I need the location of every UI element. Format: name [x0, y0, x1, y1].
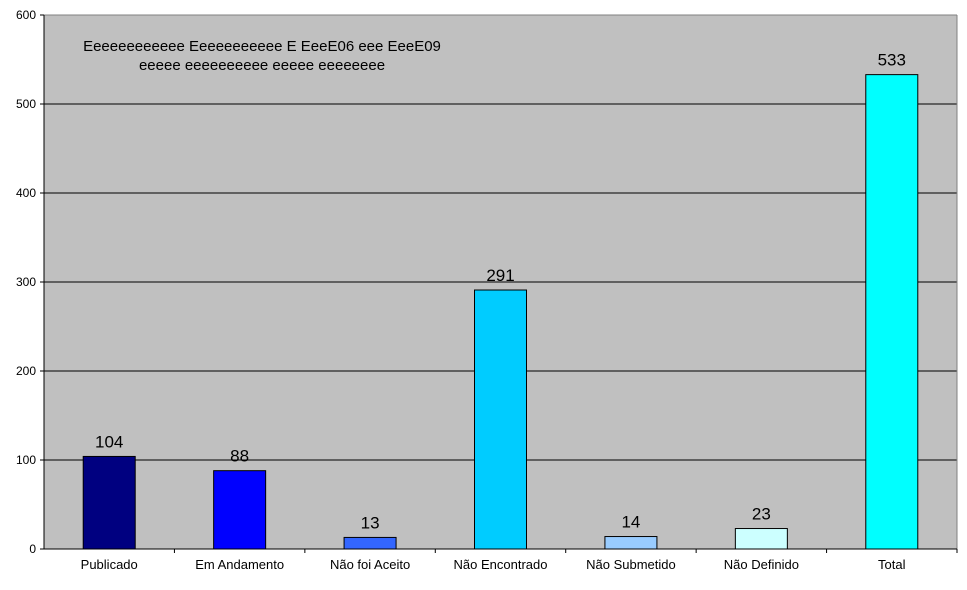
y-tick-label: 200: [16, 364, 36, 378]
category-label: Não Encontrado: [454, 557, 548, 572]
category-label: Total: [878, 557, 906, 572]
category-label: Não Definido: [724, 557, 799, 572]
bar: [865, 74, 919, 550]
category-label: Em Andamento: [195, 557, 284, 572]
bar: [343, 536, 397, 550]
bar: [213, 470, 267, 550]
bars: [82, 74, 919, 550]
data-label: 23: [752, 505, 771, 524]
chart-subtitle: eeeee eeeeeeeeee eeeee eeeeeeee: [139, 57, 385, 74]
category-label: Não foi Aceito: [330, 557, 410, 572]
data-label: 291: [486, 266, 514, 285]
data-label: 13: [361, 513, 380, 532]
chart-title: Eeeeeeeeeeee Eeeeeeeeeee E EeeE06 eee Ee…: [83, 38, 441, 55]
data-labels: 104 88 13 291 14 23 533: [95, 51, 906, 533]
y-tick-label: 300: [16, 275, 36, 289]
data-label: 88: [230, 447, 249, 466]
category-label: Não Submetido: [586, 557, 676, 572]
data-label: 14: [621, 513, 640, 532]
bar: [734, 528, 788, 550]
axes: [40, 14, 958, 553]
bar: [604, 536, 658, 550]
bar: [82, 455, 136, 550]
bar: [474, 289, 527, 550]
data-label: 533: [878, 51, 906, 70]
y-tick-labels: 0 100 200 300 400 500 600: [16, 8, 36, 556]
y-tick-label: 500: [16, 97, 36, 111]
y-tick-label: 600: [16, 8, 36, 22]
data-label: 104: [95, 432, 123, 451]
y-tick-label: 0: [29, 542, 36, 556]
y-tick-label: 400: [16, 186, 36, 200]
category-labels: Publicado Em Andamento Não foi Aceito Não E…: [81, 557, 906, 572]
category-label: Publicado: [81, 557, 138, 572]
y-tick-label: 100: [16, 453, 36, 467]
